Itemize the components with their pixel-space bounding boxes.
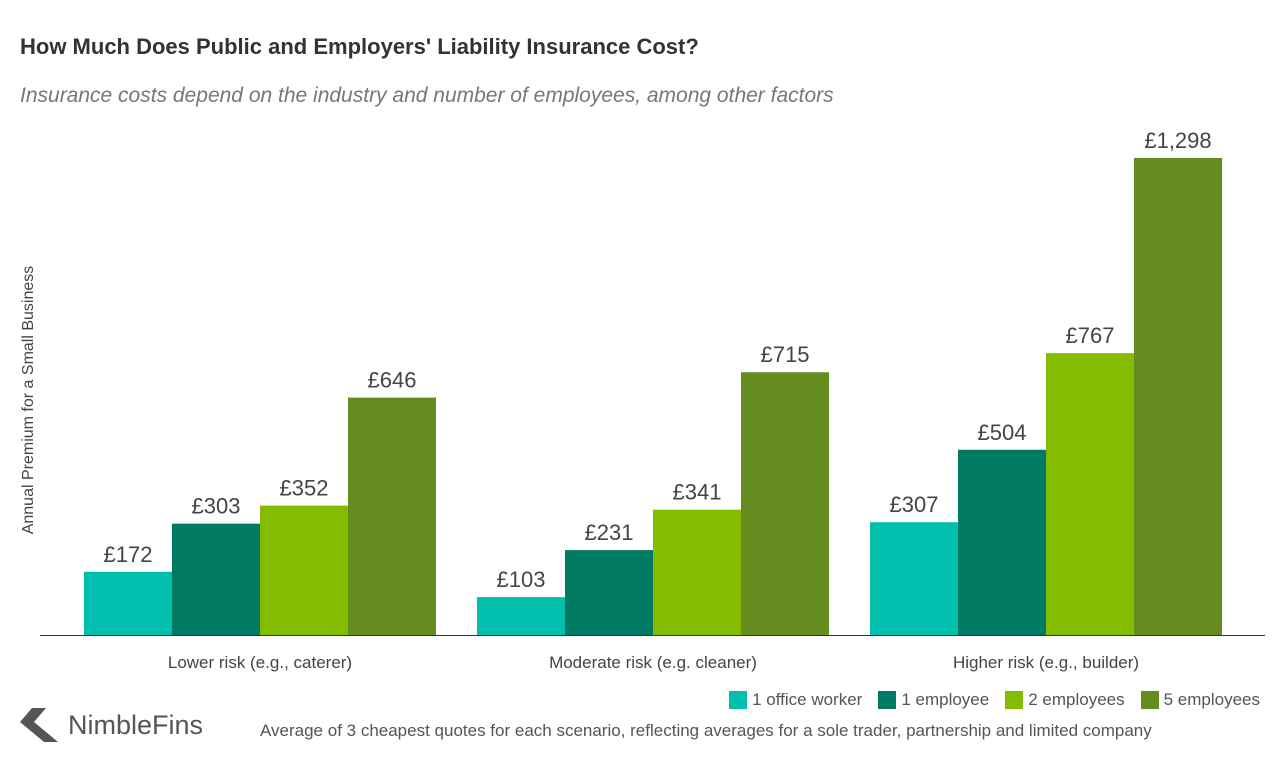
bar	[653, 509, 741, 635]
bar	[84, 571, 172, 635]
bar	[1134, 158, 1222, 635]
y-axis-label: Annual Premium for a Small Business	[20, 266, 37, 535]
x-tick-label: Lower risk (e.g., caterer)	[168, 653, 352, 672]
brand-logo: NimbleFins	[18, 708, 203, 742]
data-label: £646	[368, 368, 417, 393]
footnote: Average of 3 cheapest quotes for each sc…	[260, 721, 1152, 740]
bar	[741, 372, 829, 635]
legend-swatch	[1140, 691, 1159, 709]
bar	[1046, 353, 1134, 635]
x-tick-label: Moderate risk (e.g. cleaner)	[549, 653, 757, 672]
bar	[172, 523, 260, 635]
data-label: £715	[761, 342, 810, 367]
chart-subtitle: Insurance costs depend on the industry a…	[20, 84, 834, 107]
data-label: £231	[585, 520, 634, 545]
legend-label: 1 office worker	[752, 690, 863, 709]
bar	[565, 550, 653, 635]
legend-label: 2 employees	[1028, 690, 1125, 709]
legend-label: 1 employee	[901, 690, 990, 709]
chart-title: How Much Does Public and Employers' Liab…	[20, 34, 699, 59]
data-label: £1,298	[1144, 128, 1211, 153]
bar	[870, 522, 958, 635]
data-label: £172	[104, 542, 153, 567]
legend-item: 2 employees	[1005, 690, 1125, 710]
data-label: £307	[890, 492, 939, 517]
legend-swatch	[729, 691, 748, 709]
brand-name: NimbleFins	[68, 709, 204, 740]
x-tick-label: Higher risk (e.g., builder)	[953, 653, 1139, 672]
data-label: £103	[497, 567, 546, 592]
data-label: £352	[280, 476, 329, 501]
legend-item: 1 office worker	[729, 690, 862, 710]
data-label: £767	[1066, 323, 1115, 348]
data-label: £504	[978, 420, 1027, 445]
legend-item: 1 employee	[878, 690, 989, 710]
bar	[348, 397, 436, 635]
legend-label: 5 employees	[1163, 690, 1260, 709]
legend-swatch	[1005, 691, 1024, 709]
chevron-left-logo-icon	[20, 708, 58, 742]
legend-item: 5 employees	[1140, 690, 1260, 710]
data-label: £303	[192, 494, 241, 519]
bar	[477, 597, 565, 635]
legend: 1 office worker 1 employee 2 employees 5 em…	[729, 690, 1260, 710]
data-label: £341	[673, 480, 722, 505]
bar	[260, 505, 348, 635]
bar	[958, 449, 1046, 635]
legend-swatch	[878, 691, 897, 709]
